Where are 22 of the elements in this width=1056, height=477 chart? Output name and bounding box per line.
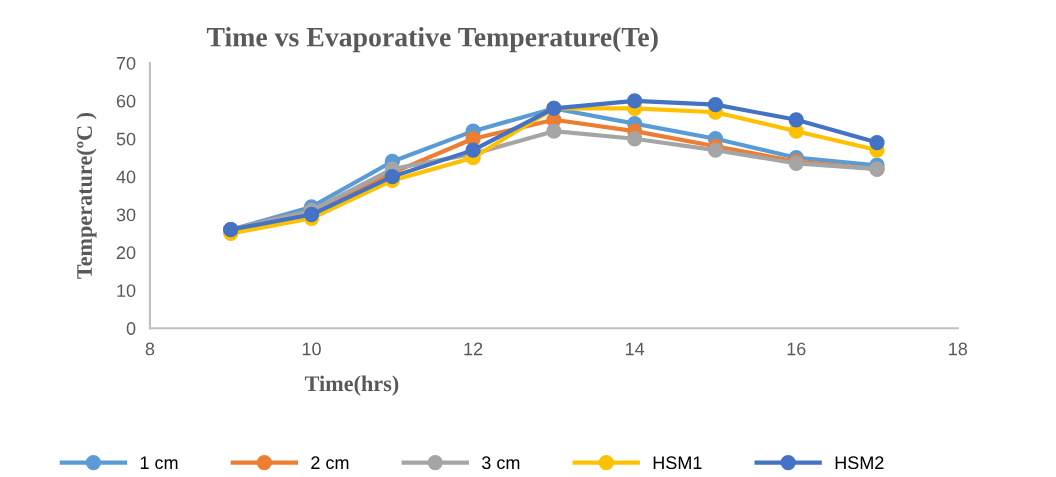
y-tick-label: 60 [116,94,136,108]
y-tick-label: 70 [116,56,136,70]
x-tick-label: 18 [949,342,968,356]
x-tick-label: 16 [787,342,806,356]
y-tick-label: 40 [116,170,136,184]
y-tick-label: 0 [126,322,136,335]
x-tick-label: 14 [625,342,645,356]
y-tick-label: 30 [116,208,136,222]
y-tick-label: 20 [116,246,136,260]
y-tick-label: 10 [117,284,136,298]
legend-label: HSM2 [835,456,884,470]
y-tick-label: 50 [116,132,136,146]
x-tick-label: 8 [145,342,155,356]
y-axis-title: Temperature(ºC ) [76,112,97,279]
x-axis-title: Time(hrs) [304,375,399,396]
legend-label: 3 cm [481,456,520,470]
legend-label: 2 cm [311,456,349,470]
legend-label: 1 cm [140,456,178,470]
x-tick-label: 12 [464,342,483,356]
x-tick-label: 10 [302,342,321,356]
legend-label: HSM1 [653,456,702,470]
chart-title: Time vs Evaporative Temperature(Te) [206,27,658,53]
